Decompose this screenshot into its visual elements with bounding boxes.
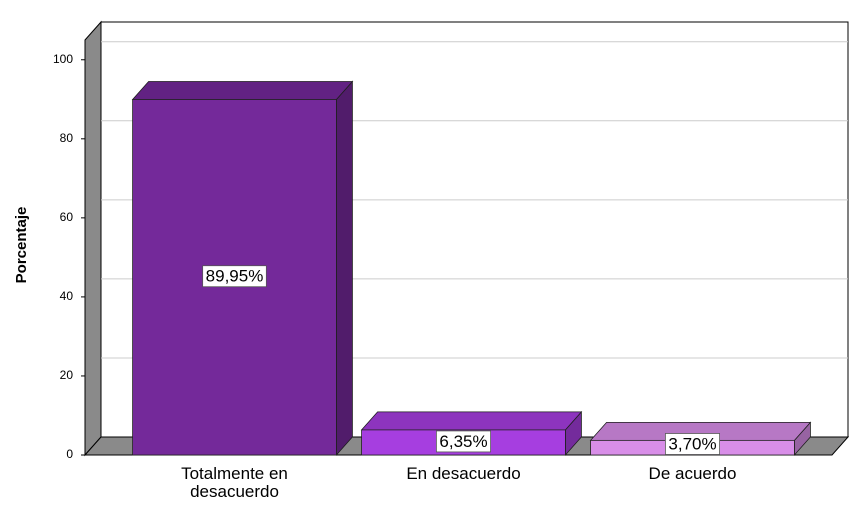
y-axis-label: Porcentaje [13, 207, 30, 284]
y-tick-label: 40 [60, 289, 74, 303]
bar-top-shade [590, 422, 811, 441]
y-tick-label: 20 [60, 368, 74, 382]
bar-side-shade [336, 81, 353, 455]
x-tick-label: Totalmente en desacuerdo [181, 464, 288, 501]
value-label: 89,95% [206, 267, 264, 286]
value-label-box [435, 430, 492, 453]
value-label-box [664, 433, 721, 455]
x-tick-label: En desacuerdo [406, 464, 521, 483]
bar-top-shade [132, 81, 353, 100]
y-tick-label: 60 [60, 210, 74, 224]
bar-top-shade [361, 411, 582, 430]
left-wall [84, 20, 102, 457]
y-tick-label: 100 [53, 52, 73, 66]
bar-side-shade [565, 411, 582, 455]
value-label-box [202, 265, 267, 288]
value-label: 3,70% [668, 434, 716, 453]
bar-side-shade [794, 422, 811, 455]
x-tick-label: De acuerdo [648, 464, 737, 483]
value-label: 6,35% [439, 432, 487, 451]
y-tick-label: 80 [60, 131, 74, 145]
y-tick-label: 0 [66, 447, 73, 461]
